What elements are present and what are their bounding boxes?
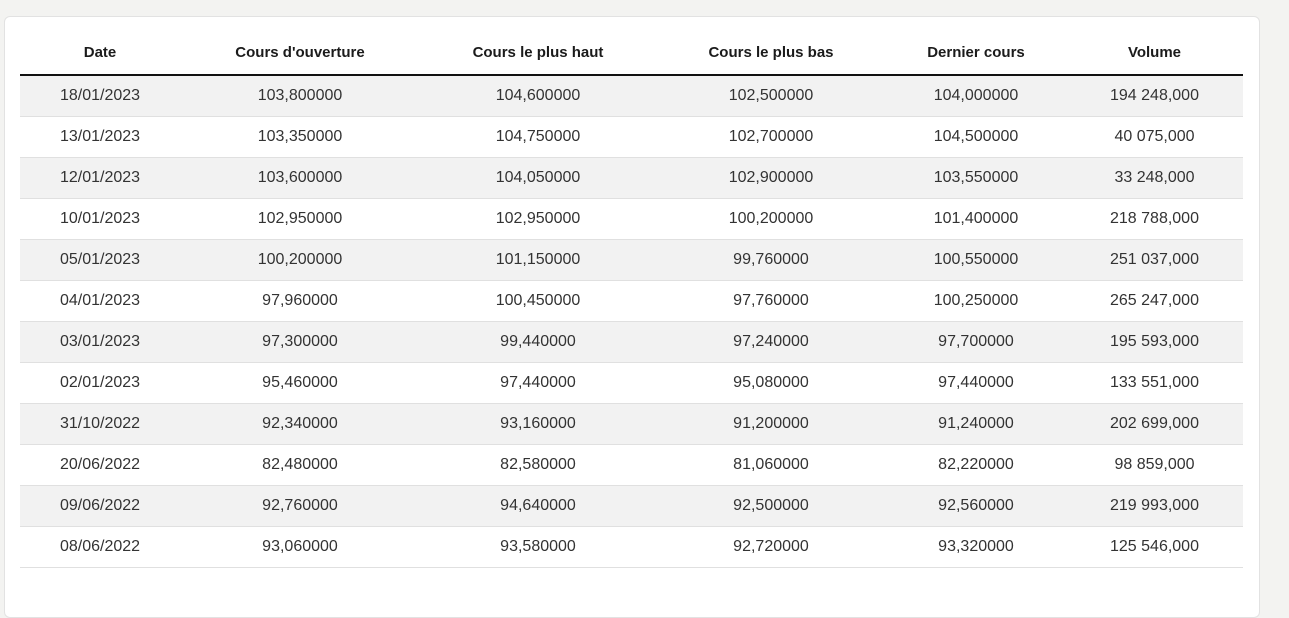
cell-high: 104,050000 bbox=[420, 157, 656, 199]
cell-volume: 125 546,000 bbox=[1066, 526, 1243, 568]
cell-open: 97,960000 bbox=[180, 280, 420, 322]
header-volume[interactable]: Volume bbox=[1066, 31, 1243, 76]
cell-open: 92,340000 bbox=[180, 403, 420, 445]
cell-open: 100,200000 bbox=[180, 239, 420, 281]
cell-date: 08/06/2022 bbox=[20, 526, 180, 568]
cell-last: 103,550000 bbox=[886, 157, 1066, 199]
cell-low: 97,760000 bbox=[656, 280, 886, 322]
cell-open: 97,300000 bbox=[180, 321, 420, 363]
cell-volume: 251 037,000 bbox=[1066, 239, 1243, 281]
table-header-row: Date Cours d'ouverture Cours le plus hau… bbox=[20, 31, 1243, 76]
cell-high: 104,600000 bbox=[420, 75, 656, 117]
cell-low: 100,200000 bbox=[656, 198, 886, 240]
cell-low: 95,080000 bbox=[656, 362, 886, 404]
cell-last: 100,250000 bbox=[886, 280, 1066, 322]
cell-date: 05/01/2023 bbox=[20, 239, 180, 281]
cell-last: 91,240000 bbox=[886, 403, 1066, 445]
cell-high: 100,450000 bbox=[420, 280, 656, 322]
cell-last: 92,560000 bbox=[886, 485, 1066, 527]
cell-open: 102,950000 bbox=[180, 198, 420, 240]
price-history-card: Date Cours d'ouverture Cours le plus hau… bbox=[4, 16, 1260, 618]
cell-open: 103,800000 bbox=[180, 75, 420, 117]
table-row: 12/01/2023 103,600000 104,050000 102,900000… bbox=[20, 157, 1243, 199]
table-row: 20/06/2022 82,480000 82,580000 81,060000 82,… bbox=[20, 444, 1243, 486]
header-date[interactable]: Date bbox=[20, 31, 180, 76]
cell-last: 101,400000 bbox=[886, 198, 1066, 240]
cell-volume: 202 699,000 bbox=[1066, 403, 1243, 445]
cell-high: 97,440000 bbox=[420, 362, 656, 404]
table-row: 05/01/2023 100,200000 101,150000 99,760000 1… bbox=[20, 239, 1243, 281]
cell-open: 82,480000 bbox=[180, 444, 420, 486]
cell-last: 104,500000 bbox=[886, 116, 1066, 158]
table-row: 31/10/2022 92,340000 93,160000 91,200000 91,… bbox=[20, 403, 1243, 445]
cell-low: 81,060000 bbox=[656, 444, 886, 486]
table-row: 08/06/2022 93,060000 93,580000 92,720000 93,… bbox=[20, 526, 1243, 568]
cell-date: 02/01/2023 bbox=[20, 362, 180, 404]
header-high[interactable]: Cours le plus haut bbox=[420, 31, 656, 76]
cell-date: 09/06/2022 bbox=[20, 485, 180, 527]
cell-low: 92,500000 bbox=[656, 485, 886, 527]
cell-volume: 40 075,000 bbox=[1066, 116, 1243, 158]
cell-volume: 195 593,000 bbox=[1066, 321, 1243, 363]
cell-low: 92,720000 bbox=[656, 526, 886, 568]
cell-high: 82,580000 bbox=[420, 444, 656, 486]
cell-low: 97,240000 bbox=[656, 321, 886, 363]
cell-volume: 218 788,000 bbox=[1066, 198, 1243, 240]
cell-date: 13/01/2023 bbox=[20, 116, 180, 158]
cell-date: 12/01/2023 bbox=[20, 157, 180, 199]
cell-open: 93,060000 bbox=[180, 526, 420, 568]
cell-date: 20/06/2022 bbox=[20, 444, 180, 486]
cell-date: 31/10/2022 bbox=[20, 403, 180, 445]
cell-low: 91,200000 bbox=[656, 403, 886, 445]
cell-low: 99,760000 bbox=[656, 239, 886, 281]
cell-volume: 265 247,000 bbox=[1066, 280, 1243, 322]
cell-volume: 219 993,000 bbox=[1066, 485, 1243, 527]
table-row: 02/01/2023 95,460000 97,440000 95,080000 97,… bbox=[20, 362, 1243, 404]
table-row: 10/01/2023 102,950000 102,950000 100,200000… bbox=[20, 198, 1243, 240]
cell-volume: 133 551,000 bbox=[1066, 362, 1243, 404]
header-low[interactable]: Cours le plus bas bbox=[656, 31, 886, 76]
cell-high: 104,750000 bbox=[420, 116, 656, 158]
cell-date: 18/01/2023 bbox=[20, 75, 180, 117]
table-row: 09/06/2022 92,760000 94,640000 92,500000 92,… bbox=[20, 485, 1243, 527]
cell-open: 92,760000 bbox=[180, 485, 420, 527]
cell-high: 102,950000 bbox=[420, 198, 656, 240]
cell-last: 82,220000 bbox=[886, 444, 1066, 486]
cell-high: 99,440000 bbox=[420, 321, 656, 363]
header-open[interactable]: Cours d'ouverture bbox=[180, 31, 420, 76]
cell-open: 103,600000 bbox=[180, 157, 420, 199]
cell-low: 102,500000 bbox=[656, 75, 886, 117]
cell-volume: 194 248,000 bbox=[1066, 75, 1243, 117]
table-row: 18/01/2023 103,800000 104,600000 102,500000… bbox=[20, 75, 1243, 117]
table-row: 13/01/2023 103,350000 104,750000 102,700000… bbox=[20, 116, 1243, 158]
header-last[interactable]: Dernier cours bbox=[886, 31, 1066, 76]
cell-high: 101,150000 bbox=[420, 239, 656, 281]
cell-high: 93,580000 bbox=[420, 526, 656, 568]
cell-last: 97,440000 bbox=[886, 362, 1066, 404]
cell-low: 102,700000 bbox=[656, 116, 886, 158]
cell-high: 93,160000 bbox=[420, 403, 656, 445]
cell-volume: 98 859,000 bbox=[1066, 444, 1243, 486]
table-row: 04/01/2023 97,960000 100,450000 97,760000 10… bbox=[20, 280, 1243, 322]
cell-date: 03/01/2023 bbox=[20, 321, 180, 363]
cell-last: 93,320000 bbox=[886, 526, 1066, 568]
cell-last: 100,550000 bbox=[886, 239, 1066, 281]
price-history-table: Date Cours d'ouverture Cours le plus hau… bbox=[20, 31, 1243, 568]
cell-low: 102,900000 bbox=[656, 157, 886, 199]
cell-open: 95,460000 bbox=[180, 362, 420, 404]
cell-open: 103,350000 bbox=[180, 116, 420, 158]
cell-date: 10/01/2023 bbox=[20, 198, 180, 240]
cell-last: 97,700000 bbox=[886, 321, 1066, 363]
cell-volume: 33 248,000 bbox=[1066, 157, 1243, 199]
cell-date: 04/01/2023 bbox=[20, 280, 180, 322]
cell-last: 104,000000 bbox=[886, 75, 1066, 117]
table-row: 03/01/2023 97,300000 99,440000 97,240000 97,… bbox=[20, 321, 1243, 363]
cell-high: 94,640000 bbox=[420, 485, 656, 527]
